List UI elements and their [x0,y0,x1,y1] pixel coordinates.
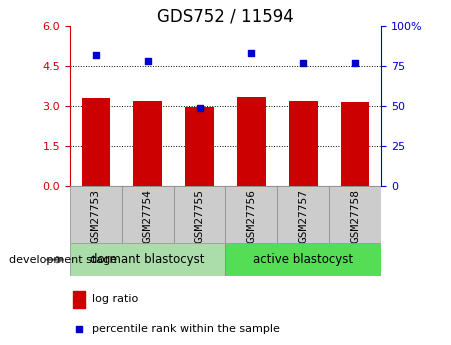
Text: GSM27757: GSM27757 [298,189,308,243]
Text: GSM27755: GSM27755 [194,189,205,243]
Bar [341,102,369,186]
Text: active blastocyst: active blastocyst [253,253,354,266]
Point [248,50,255,56]
Bar [237,97,266,186]
Bar [70,186,122,243]
Bar [70,243,226,276]
Bar [329,186,381,243]
Text: GSM27758: GSM27758 [350,189,360,243]
Text: percentile rank within the sample: percentile rank within the sample [92,324,280,334]
Point [351,60,359,66]
Bar [73,291,85,307]
Point [322,192,329,198]
Text: GSM27756: GSM27756 [246,189,257,243]
Bar [185,107,214,186]
Text: GSM27754: GSM27754 [143,189,153,243]
Text: log ratio: log ratio [92,294,138,304]
Bar [226,186,277,243]
Point [196,105,203,110]
Text: GSM27753: GSM27753 [91,189,101,243]
Bar [289,101,318,186]
Point [92,52,99,58]
Bar [133,101,162,186]
Title: GDS752 / 11594: GDS752 / 11594 [157,8,294,26]
Point [144,58,151,64]
Bar [82,98,110,186]
Bar [122,186,174,243]
Point [299,60,307,66]
Bar [174,186,226,243]
Text: dormant blastocyst: dormant blastocyst [91,253,205,266]
Bar [226,243,381,276]
Bar [277,186,329,243]
Text: development stage: development stage [9,256,117,265]
